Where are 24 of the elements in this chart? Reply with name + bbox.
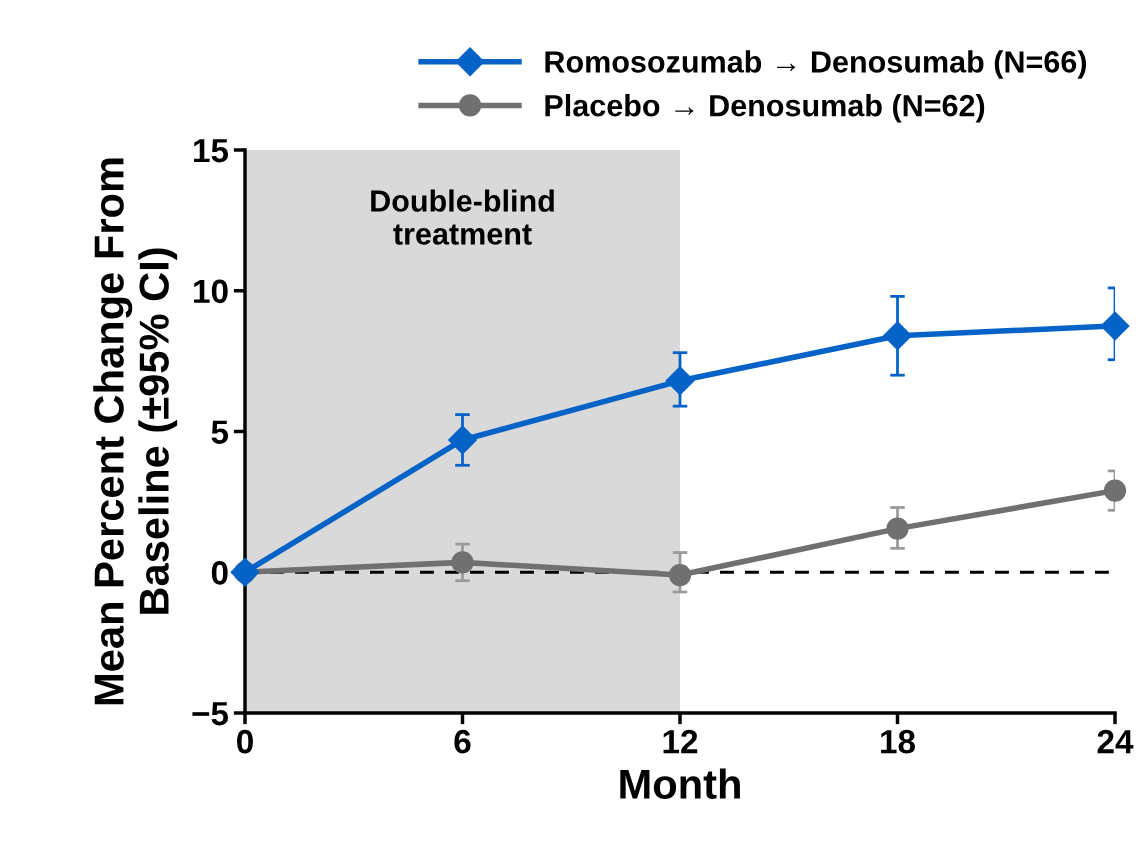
point [883,321,912,351]
x-tick-label: 12 [663,729,698,754]
point [668,563,692,587]
legend-label: Placebo → Denosumab (N=62) [545,94,985,123]
point [1100,311,1130,341]
point [886,517,909,540]
point [230,557,260,587]
y-tick-label: 5 [211,420,229,444]
x-tick-label: 24 [1097,729,1134,754]
x-tick-label: 18 [881,729,916,754]
y-axis-title: Mean Percent Change From Baseline (±95% CI) [93,158,178,705]
point [451,551,474,574]
point [665,366,695,396]
point [1103,479,1127,502]
y-tick-label: 0 [211,561,228,585]
x-tick-label: 6 [454,729,471,754]
y-tick-label: −5 [192,702,229,726]
point [448,425,477,455]
legend-label: Romosozumab → Denosumab (N=66) [545,50,1086,79]
y-tick-label: 15 [194,139,229,163]
y-tick-label: 10 [194,279,228,304]
x-axis-title: Month [620,768,740,799]
band-label: Double-blind treatment [371,189,554,245]
x-tick-label: 0 [237,729,253,754]
